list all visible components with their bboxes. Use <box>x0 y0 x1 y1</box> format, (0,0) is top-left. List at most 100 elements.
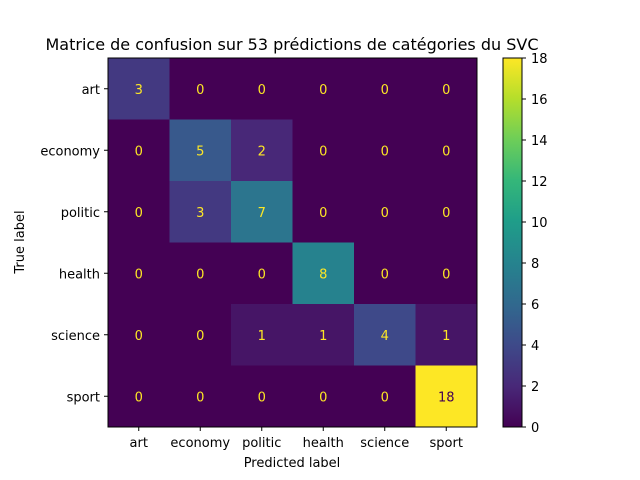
y-tick-label: politic <box>61 206 100 221</box>
cell-value-label: 3 <box>196 206 204 221</box>
y-tick-label: art <box>82 83 100 98</box>
cell-value-label: 1 <box>258 329 266 344</box>
cell-value-label: 0 <box>196 390 204 405</box>
x-tick-label: politic <box>242 436 281 451</box>
heatmap-cell <box>231 365 293 428</box>
heatmap-cell <box>292 181 355 243</box>
heatmap-cell <box>108 58 170 120</box>
cell-value-label: 7 <box>258 206 266 221</box>
cell-value-label: 0 <box>381 83 389 98</box>
heatmap-cell <box>231 242 293 305</box>
cell-value-label: 3 <box>135 83 143 98</box>
heatmap-cell <box>169 119 232 182</box>
heatmap-cell <box>354 304 416 366</box>
heatmap-cell-values: 3 0 0 0 0 0 0 5 2 0 0 0 0 3 7 0 0 0 0 0 0 8 0 0 0 0 1 1 4 1 0 0 0 0 0 18 <box>135 83 455 406</box>
y-axis: art economy politic health science sport <box>40 83 108 405</box>
heatmap-cell <box>169 58 232 120</box>
x-tick-label: art <box>130 436 148 451</box>
cell-value-label: 0 <box>319 83 327 98</box>
y-axis-label: True label <box>13 210 28 274</box>
y-tick-label: health <box>59 267 100 282</box>
cell-value-label: 0 <box>381 267 389 282</box>
x-tick-label: science <box>360 436 409 451</box>
heatmap-cell <box>169 181 232 243</box>
x-tick-label: economy <box>170 436 230 451</box>
heatmap-cell <box>108 119 170 182</box>
colorbar-axis: 0 2 4 6 8 10 12 14 16 18 <box>522 52 548 436</box>
heatmap-cell <box>292 242 355 305</box>
colorbar-tick-label: 14 <box>531 134 548 149</box>
cell-value-label: 0 <box>381 144 389 159</box>
heatmap-cell <box>292 119 355 182</box>
cell-value-label: 0 <box>319 144 327 159</box>
cell-value-label: 0 <box>196 83 204 98</box>
colorbar-tick-label: 12 <box>531 175 548 190</box>
heatmap-frame <box>107 57 478 428</box>
heatmap-cell <box>415 119 478 182</box>
cell-value-label: 0 <box>319 390 327 405</box>
colorbar-tick-label: 6 <box>531 298 539 313</box>
heatmap-cell <box>231 119 293 182</box>
heatmap-cell <box>231 181 293 243</box>
cell-value-label: 0 <box>442 206 450 221</box>
x-tick-label: health <box>303 436 344 451</box>
colorbar-tick-label: 2 <box>531 380 539 395</box>
cell-value-label: 1 <box>319 329 327 344</box>
y-tick-label: economy <box>40 144 100 159</box>
colorbar-tick-label: 0 <box>531 421 539 436</box>
cell-value-label: 0 <box>196 329 204 344</box>
heatmap-cell <box>354 365 416 428</box>
cell-value-label: 0 <box>196 267 204 282</box>
colorbar-tick-label: 10 <box>531 216 548 231</box>
y-tick-label: science <box>51 329 100 344</box>
cell-value-label: 0 <box>258 83 266 98</box>
heatmap-cell <box>292 365 355 428</box>
cell-value-label: 0 <box>381 390 389 405</box>
colorbar-tick-label: 16 <box>531 93 548 108</box>
cell-value-label: 4 <box>381 329 389 344</box>
heatmap-cell <box>354 181 416 243</box>
heatmap-cells <box>108 58 478 428</box>
heatmap-cell <box>108 181 170 243</box>
cell-value-label: 0 <box>258 267 266 282</box>
cell-value-label: 0 <box>319 206 327 221</box>
heatmap-cell <box>354 242 416 305</box>
heatmap-cell <box>169 365 232 428</box>
heatmap-cell <box>354 119 416 182</box>
colorbar-tick-label: 4 <box>531 339 539 354</box>
heatmap-cell <box>415 58 478 120</box>
cell-value-label: 0 <box>258 390 266 405</box>
colorbar-tick-label: 18 <box>531 52 548 67</box>
cell-value-label: 5 <box>196 144 204 159</box>
cell-value-label: 0 <box>442 83 450 98</box>
cell-value-label: 0 <box>135 329 143 344</box>
cell-value-label: 0 <box>442 267 450 282</box>
cell-value-label: 0 <box>381 206 389 221</box>
heatmap-cell <box>415 365 478 428</box>
heatmap-cell <box>292 58 355 120</box>
cell-value-label: 0 <box>135 206 143 221</box>
heatmap-cell <box>108 365 170 428</box>
heatmap-cell <box>415 242 478 305</box>
heatmap-cell <box>231 304 293 366</box>
cell-value-label: 0 <box>135 390 143 405</box>
cell-value-label: 18 <box>438 390 455 405</box>
heatmap-cell <box>292 304 355 366</box>
heatmap-cell <box>108 304 170 366</box>
cell-value-label: 8 <box>319 267 327 282</box>
heatmap-cell <box>415 304 478 366</box>
colorbar <box>502 57 523 428</box>
cell-value-label: 0 <box>135 144 143 159</box>
cell-value-label: 1 <box>442 329 450 344</box>
heatmap-cell <box>169 242 232 305</box>
cell-value-label: 0 <box>442 144 450 159</box>
heatmap-cell <box>169 304 232 366</box>
heatmap-cell <box>415 181 478 243</box>
heatmap-cell <box>354 58 416 120</box>
cell-value-label: 0 <box>135 267 143 282</box>
chart-title: Matrice de confusion sur 53 prédictions … <box>46 35 539 54</box>
x-axis: art economy politic health science sport <box>130 427 463 451</box>
colorbar-tick-label: 8 <box>531 257 539 272</box>
cell-value-label: 2 <box>258 144 266 159</box>
y-tick-label: sport <box>67 390 100 405</box>
